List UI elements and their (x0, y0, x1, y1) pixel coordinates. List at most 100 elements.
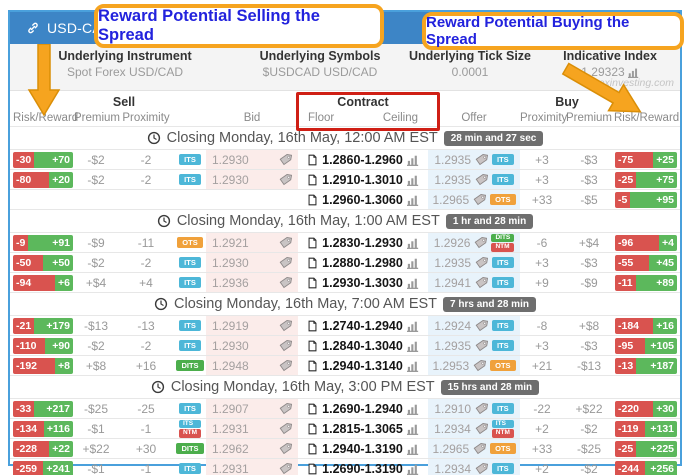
chart-icon[interactable] (406, 277, 419, 289)
offer-cell[interactable]: 1.2924 ITS (428, 316, 520, 335)
chart-icon[interactable] (406, 154, 419, 166)
offer-price[interactable]: 1.2935 (434, 172, 472, 187)
chart-icon[interactable] (406, 257, 419, 269)
bid-price[interactable]: 1.2962 (212, 441, 249, 456)
contract-range[interactable]: 1.2840-1.3040 (322, 338, 403, 353)
contract-cell[interactable]: 1.2960-1.3060 (298, 190, 428, 209)
bid-tag-icon[interactable] (279, 319, 292, 332)
bid-price[interactable]: 1.2921 (212, 235, 249, 250)
contract-cell[interactable]: 1.2860-1.2960 (298, 150, 428, 169)
offer-tag-icon[interactable] (474, 236, 488, 249)
offer-cell[interactable]: 1.2934 ITS (428, 459, 520, 475)
contract-range[interactable]: 1.2910-1.3010 (322, 172, 403, 187)
bid-price[interactable]: 1.2936 (212, 275, 249, 290)
offer-cell[interactable]: 1.2926 DITS NTM (428, 233, 520, 252)
offer-cell[interactable]: 1.2910 ITS (428, 399, 520, 418)
contract-range[interactable]: 1.2940-1.3140 (322, 358, 403, 373)
offer-price[interactable]: 1.2924 (434, 318, 472, 333)
offer-price[interactable]: 1.2910 (434, 401, 472, 416)
offer-price[interactable]: 1.2934 (434, 421, 471, 436)
offer-price[interactable]: 1.2926 (433, 235, 471, 250)
bid-cell[interactable]: 1.2936 (206, 273, 298, 292)
offer-tag-icon[interactable] (475, 462, 489, 475)
bid-tag-icon[interactable] (279, 153, 292, 166)
offer-price[interactable]: 1.2953 (432, 358, 470, 373)
bid-price[interactable]: 1.2919 (212, 318, 249, 333)
copy-icon[interactable] (307, 194, 318, 206)
bid-cell[interactable]: 1.2921 (206, 233, 298, 252)
offer-price[interactable]: 1.2935 (434, 338, 472, 353)
offer-price[interactable]: 1.2965 (432, 192, 470, 207)
bid-price[interactable]: 1.2930 (212, 255, 249, 270)
offer-price[interactable]: 1.2941 (434, 275, 472, 290)
bid-tag-icon[interactable] (279, 276, 292, 289)
offer-cell[interactable]: 1.2953 OTS (428, 356, 520, 375)
bid-price[interactable]: 1.2931 (212, 421, 249, 436)
contract-range[interactable]: 1.2690-1.3190 (322, 461, 403, 475)
contract-cell[interactable]: 1.2910-1.3010 (298, 170, 428, 189)
contract-cell[interactable]: 1.2840-1.3040 (298, 336, 428, 355)
offer-price[interactable]: 1.2934 (434, 461, 472, 475)
bid-tag-icon[interactable] (279, 359, 292, 372)
offer-cell[interactable]: 1.2934 ITS NTM (428, 419, 520, 438)
bid-tag-icon[interactable] (279, 402, 292, 415)
offer-tag-icon[interactable] (475, 153, 489, 166)
chart-icon[interactable] (627, 67, 639, 78)
chart-icon[interactable] (406, 194, 419, 206)
bid-cell[interactable]: 1.2930 (206, 253, 298, 272)
contract-cell[interactable]: 1.2830-1.2930 (298, 233, 428, 252)
bid-price[interactable]: 1.2930 (212, 152, 249, 167)
offer-tag-icon[interactable] (475, 319, 489, 332)
offer-price[interactable]: 1.2965 (432, 441, 470, 456)
copy-icon[interactable] (307, 174, 318, 186)
offer-tag-icon[interactable] (475, 276, 489, 289)
offer-tag-icon[interactable] (475, 256, 489, 269)
chart-icon[interactable] (406, 423, 419, 435)
bid-cell[interactable]: 1.2930 (206, 336, 298, 355)
contract-range[interactable]: 1.2930-1.3030 (322, 275, 403, 290)
offer-tag-icon[interactable] (473, 442, 487, 455)
offer-cell[interactable]: 1.2935 ITS (428, 170, 520, 189)
contract-cell[interactable]: 1.2815-1.3065 (298, 419, 428, 438)
offer-tag-icon[interactable] (473, 359, 487, 372)
bid-price[interactable]: 1.2930 (212, 172, 249, 187)
offer-cell[interactable]: 1.2935 ITS (428, 150, 520, 169)
copy-icon[interactable] (307, 237, 318, 249)
chart-icon[interactable] (406, 403, 419, 415)
contract-cell[interactable]: 1.2930-1.3030 (298, 273, 428, 292)
offer-tag-icon[interactable] (475, 173, 489, 186)
bid-tag-icon[interactable] (279, 422, 292, 435)
contract-cell[interactable]: 1.2940-1.3140 (298, 356, 428, 375)
bid-cell[interactable]: 1.2919 (206, 316, 298, 335)
bid-price[interactable]: 1.2930 (212, 338, 249, 353)
bid-cell[interactable]: 1.2948 (206, 356, 298, 375)
bid-tag-icon[interactable] (279, 256, 292, 269)
contract-cell[interactable]: 1.2740-1.2940 (298, 316, 428, 335)
contract-range[interactable]: 1.2880-1.2980 (322, 255, 403, 270)
contract-cell[interactable]: 1.2940-1.3190 (298, 439, 428, 458)
copy-icon[interactable] (307, 463, 318, 475)
offer-cell[interactable]: 1.2965 OTS (428, 190, 520, 209)
copy-icon[interactable] (307, 277, 318, 289)
contract-cell[interactable]: 1.2690-1.3190 (298, 459, 428, 475)
chart-icon[interactable] (406, 443, 419, 455)
bid-price[interactable]: 1.2931 (212, 461, 249, 475)
bid-cell[interactable]: 1.2962 (206, 439, 298, 458)
chart-icon[interactable] (406, 340, 419, 352)
offer-cell[interactable]: 1.2965 OTS (428, 439, 520, 458)
offer-tag-icon[interactable] (475, 339, 489, 352)
copy-icon[interactable] (307, 257, 318, 269)
bid-tag-icon[interactable] (279, 462, 292, 475)
chart-icon[interactable] (406, 320, 419, 332)
bid-cell[interactable]: 1.2931 (206, 459, 298, 475)
contract-cell[interactable]: 1.2690-1.2940 (298, 399, 428, 418)
copy-icon[interactable] (307, 443, 318, 455)
bid-cell[interactable]: 1.2930 (206, 150, 298, 169)
bid-cell[interactable]: 1.2931 (206, 419, 298, 438)
bid-tag-icon[interactable] (279, 236, 292, 249)
copy-icon[interactable] (307, 320, 318, 332)
contract-range[interactable]: 1.2690-1.2940 (322, 401, 403, 416)
offer-tag-icon[interactable] (473, 193, 487, 206)
offer-cell[interactable]: 1.2941 ITS (428, 273, 520, 292)
copy-icon[interactable] (307, 403, 318, 415)
